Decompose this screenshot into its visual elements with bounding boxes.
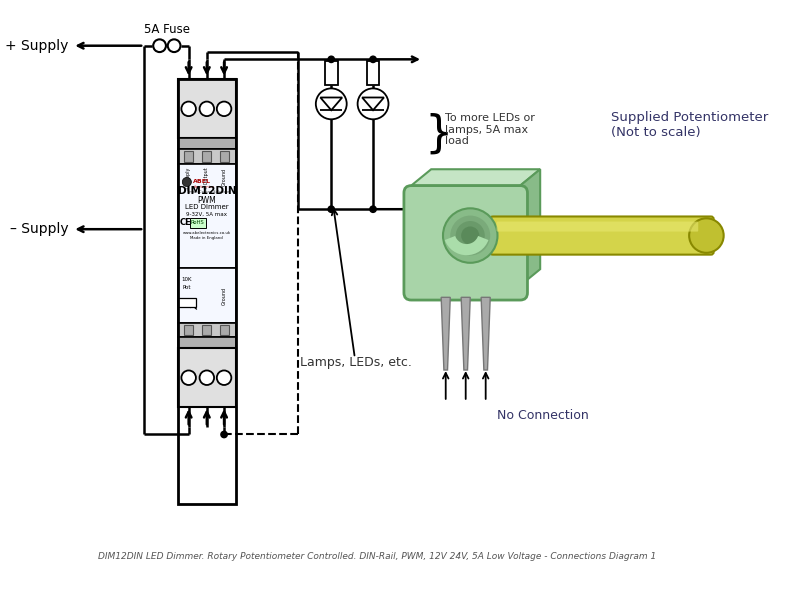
Circle shape	[328, 206, 334, 213]
FancyBboxPatch shape	[490, 217, 714, 255]
FancyBboxPatch shape	[177, 337, 236, 348]
Circle shape	[370, 56, 376, 63]
Text: Lamps, LEDs, etc.: Lamps, LEDs, etc.	[301, 356, 412, 369]
Text: + Output: + Output	[204, 168, 210, 190]
FancyBboxPatch shape	[367, 61, 379, 85]
Circle shape	[153, 39, 166, 52]
Polygon shape	[481, 297, 490, 370]
Text: Ground: Ground	[221, 287, 227, 304]
FancyBboxPatch shape	[404, 186, 528, 300]
FancyBboxPatch shape	[203, 151, 211, 162]
Text: Made in England: Made in England	[191, 236, 223, 240]
Circle shape	[456, 221, 485, 250]
FancyBboxPatch shape	[325, 61, 338, 85]
Text: ABEL: ABEL	[193, 179, 211, 185]
Text: PWM: PWM	[198, 195, 216, 205]
Text: CE: CE	[179, 218, 191, 227]
Text: + Supply: + Supply	[5, 38, 69, 53]
Text: 5A Fuse: 5A Fuse	[144, 22, 190, 36]
Polygon shape	[411, 169, 540, 186]
Text: 10K: 10K	[181, 276, 192, 282]
FancyBboxPatch shape	[177, 268, 236, 323]
Text: LED Dimmer: LED Dimmer	[185, 204, 228, 210]
Circle shape	[182, 178, 192, 186]
Text: No Connection: No Connection	[497, 409, 588, 422]
Text: electronics: electronics	[193, 185, 215, 189]
Text: + Supply: + Supply	[186, 168, 192, 190]
FancyBboxPatch shape	[184, 324, 193, 336]
Circle shape	[461, 227, 480, 244]
Text: Supplied Potentiometer
(Not to scale): Supplied Potentiometer (Not to scale)	[611, 111, 769, 139]
FancyBboxPatch shape	[177, 149, 236, 164]
Circle shape	[451, 215, 490, 256]
Circle shape	[217, 102, 232, 116]
FancyBboxPatch shape	[203, 324, 211, 336]
Text: – Supply: – Supply	[10, 222, 69, 236]
Polygon shape	[461, 297, 470, 370]
Polygon shape	[520, 169, 540, 285]
Text: Smart Control Solutions: Smart Control Solutions	[187, 190, 230, 194]
FancyBboxPatch shape	[497, 221, 698, 231]
Circle shape	[370, 206, 376, 213]
Text: Ground: Ground	[221, 168, 227, 185]
Circle shape	[443, 208, 498, 263]
Text: DIM12DIN LED Dimmer. Rotary Potentiometer Controlled. DIN-Rail, PWM, 12V 24V, 5A: DIM12DIN LED Dimmer. Rotary Potentiomete…	[97, 552, 655, 561]
Text: DIM12DIN: DIM12DIN	[177, 186, 236, 196]
Circle shape	[316, 88, 347, 120]
Circle shape	[199, 102, 214, 116]
FancyBboxPatch shape	[177, 323, 236, 337]
Circle shape	[217, 371, 232, 385]
Polygon shape	[441, 297, 451, 370]
Text: 9-32V, 5A max: 9-32V, 5A max	[186, 212, 228, 217]
Circle shape	[168, 39, 181, 52]
Text: www.abelectronics.co.uk: www.abelectronics.co.uk	[183, 231, 231, 235]
FancyBboxPatch shape	[177, 348, 236, 407]
Circle shape	[199, 371, 214, 385]
Circle shape	[181, 102, 196, 116]
Text: To more LEDs or
lamps, 5A max
load: To more LEDs or lamps, 5A max load	[445, 113, 535, 146]
FancyBboxPatch shape	[177, 164, 236, 268]
FancyBboxPatch shape	[220, 151, 228, 162]
Circle shape	[328, 56, 334, 63]
Circle shape	[181, 371, 196, 385]
FancyBboxPatch shape	[220, 324, 228, 336]
Circle shape	[221, 432, 227, 437]
FancyBboxPatch shape	[189, 218, 206, 229]
Circle shape	[358, 88, 389, 120]
FancyBboxPatch shape	[177, 79, 236, 139]
FancyBboxPatch shape	[177, 139, 236, 149]
Text: RoHS: RoHS	[191, 220, 205, 226]
FancyBboxPatch shape	[184, 151, 193, 162]
Circle shape	[689, 218, 724, 253]
Text: Pot: Pot	[183, 285, 191, 290]
FancyBboxPatch shape	[177, 298, 196, 307]
Text: }: }	[425, 113, 453, 156]
